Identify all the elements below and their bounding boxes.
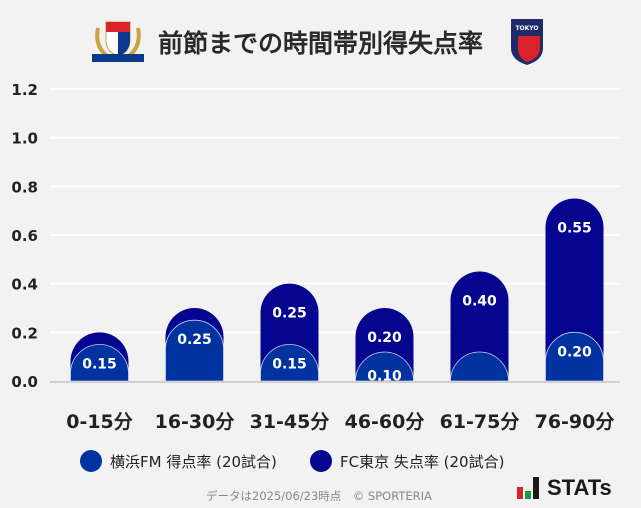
legend-swatch-fm — [80, 450, 102, 472]
data-label-tokyo: 0.55 — [557, 221, 592, 237]
bar-tokyo — [450, 271, 509, 381]
data-label-tokyo: 0.20 — [367, 330, 402, 346]
y-tick-label: 1.2 — [11, 81, 38, 99]
bar-fm — [450, 351, 509, 382]
stats-bars-icon — [517, 477, 539, 499]
data-label-tokyo: 0.25 — [272, 306, 307, 322]
x-tick-label: 61-75分 — [440, 411, 520, 433]
y-tick-label: 0.0 — [11, 373, 38, 391]
legend-item-tokyo: FC東京 失点率 (20試合) — [310, 450, 504, 472]
data-label-fm: 0.25 — [177, 332, 212, 348]
legend-label-fm: 横浜FM 得点率 (20試合) — [110, 452, 277, 471]
data-label-tokyo: 0.40 — [462, 294, 497, 310]
bar-fm — [260, 344, 319, 382]
svg-text:TOKYO: TOKYO — [515, 25, 538, 32]
x-tick-label: 31-45分 — [250, 411, 330, 433]
x-tick-label: 0-15分 — [66, 411, 133, 433]
bar-fm — [165, 319, 224, 382]
bar-fm — [70, 344, 129, 382]
x-tick-label: 46-60分 — [345, 411, 425, 433]
data-label-fm: 0.15 — [82, 357, 117, 373]
brand-text: STATs — [547, 475, 612, 500]
bar-fm — [545, 332, 604, 382]
y-tick-label: 0.6 — [11, 227, 38, 245]
y-tick-label: 0.4 — [11, 276, 38, 294]
stacked-bar-chart: 0.0 0.2 0.4 0.6 0.8 1.0 1.2 0.15 0-15分 0.25 16-30分… — [11, 81, 620, 433]
legend-label-tokyo: FC東京 失点率 (20試合) — [340, 452, 505, 471]
footer-note: データは2025/06/23時点 © SPORTERIA — [206, 489, 432, 503]
bar-tokyo — [545, 198, 604, 381]
yokohama-fm-logo — [90, 18, 146, 68]
data-label-fm: 0.10 — [367, 369, 402, 385]
legend-item-fm: 横浜FM 得点率 (20試合) — [80, 450, 277, 472]
chart-title: 前節までの時間帯別得失点率 — [158, 29, 484, 58]
y-tick-label: 1.0 — [11, 130, 38, 148]
y-tick-label: 0.2 — [11, 324, 38, 342]
bar-fm — [355, 351, 414, 382]
stats-brand-logo: STATs — [517, 477, 612, 499]
x-tick-label: 76-90分 — [535, 411, 615, 433]
y-tick-label: 0.8 — [11, 178, 38, 196]
x-tick-label: 16-30分 — [155, 411, 235, 433]
legend-swatch-tokyo — [310, 450, 332, 472]
data-label-fm: 0.15 — [272, 357, 307, 373]
data-label-fm: 0.20 — [557, 344, 592, 360]
fc-tokyo-logo: TOKYO — [510, 18, 544, 70]
